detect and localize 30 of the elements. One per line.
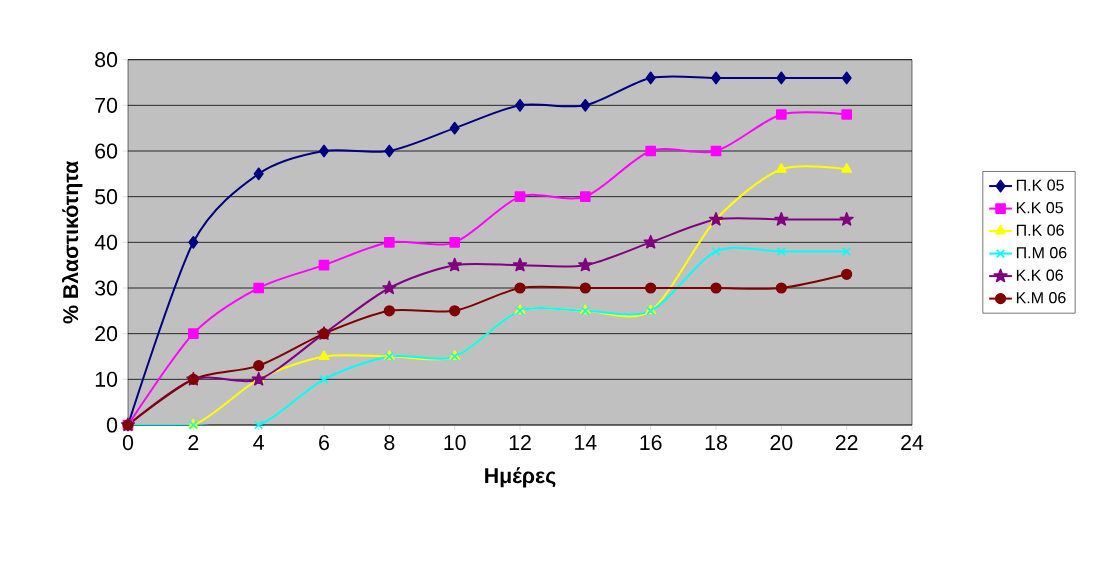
x-tick-label: 24 [901,435,924,450]
legend-label: Κ.Κ 06 [1016,269,1063,281]
x-tick-label: 14 [575,435,597,450]
y-tick-label: 70 [95,97,118,113]
y-tick-label: 0 [106,417,118,433]
legend-label: Π.Κ 05 [1016,179,1064,191]
legend-label: Κ.Κ 05 [1016,202,1063,214]
x-tick-label: 2 [188,435,199,450]
x-tick-label: 10 [444,435,466,451]
x-tick-label: 8 [384,435,395,451]
y-tick-label: 80 [95,52,118,68]
y-tick-label: 30 [95,280,118,296]
x-tick-label: 22 [835,435,858,450]
legend-label: Π.Κ 06 [1016,224,1064,236]
y-tick-label: 40 [94,234,118,250]
x-tick-label: 20 [770,435,793,451]
x-axis-title: Ημέρες [485,467,556,488]
y-tick-label: 50 [95,189,118,205]
legend-label: Κ.Μ 06 [1016,292,1066,304]
x-tick-label: 4 [253,435,264,450]
y-axis-title: % Βλαστικότητα [61,160,83,324]
x-tick-label: 18 [705,435,727,451]
y-tick-label: 10 [95,371,118,387]
x-tick-label: 6 [319,435,329,451]
x-tick-label: 16 [640,435,662,451]
x-tick-label: 12 [509,435,531,450]
y-tick-label: 20 [95,326,118,342]
y-tick-label: 60 [95,143,118,159]
x-tick-label: 0 [122,435,134,451]
legend-label: Π.Μ 06 [1016,247,1067,259]
